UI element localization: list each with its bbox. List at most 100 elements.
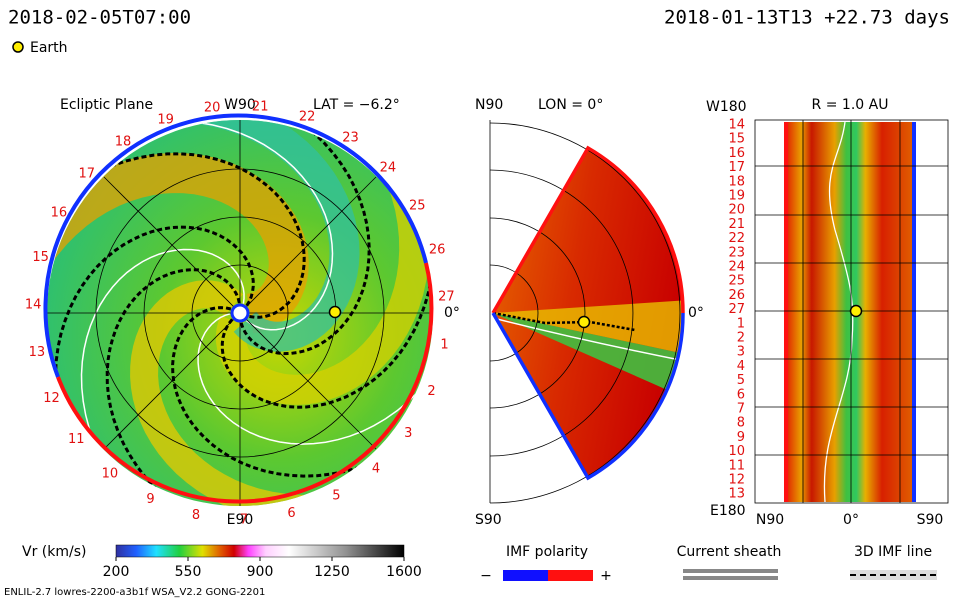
earth-marker — [849, 304, 863, 318]
speed-band — [47, 152, 309, 410]
model-time: 2018-02-05T07:00 — [8, 7, 191, 29]
strip-sheath — [823, 121, 854, 503]
imf-key-title: IMF polarity — [506, 544, 588, 560]
footer: ENLIL-2.7 lowres-2200-a3b1f WSA_V2.2 GON… — [4, 587, 265, 598]
row-label: 25 — [728, 274, 745, 289]
ring-label: 12 — [43, 391, 60, 406]
row-label: 23 — [728, 245, 745, 260]
sheath-key-title: Current sheath — [677, 544, 782, 560]
row-label: 13 — [728, 487, 745, 502]
row-label: 11 — [728, 458, 745, 473]
ecliptic-right: 0° — [444, 305, 460, 321]
ring-label: 26 — [429, 242, 446, 257]
ecliptic-title: Ecliptic Plane — [60, 97, 153, 113]
ring-label: 8 — [192, 508, 200, 523]
row-label: 8 — [737, 416, 745, 431]
ecliptic-bottom: E90 — [227, 512, 254, 528]
sheath-line — [683, 569, 778, 573]
ring-label: 9 — [146, 492, 154, 507]
meridional-grid — [489, 120, 681, 504]
row-label: 17 — [728, 160, 745, 175]
ring-label: 15 — [32, 250, 49, 265]
ring-label: 7 — [240, 512, 248, 527]
sheath-line — [197, 184, 433, 445]
meridional-top: N90 — [475, 97, 503, 113]
meridional-lon: LON = 0° — [538, 97, 603, 113]
ecliptic-field — [47, 120, 433, 506]
earth-marker — [328, 305, 342, 319]
strip-x-label: S90 — [917, 512, 944, 528]
sheath-line — [683, 576, 778, 580]
colorbar-tick-label: 1600 — [386, 564, 422, 580]
row-label: 22 — [728, 231, 745, 246]
ring-label: 16 — [51, 205, 68, 220]
strip-x-label: N90 — [756, 512, 784, 528]
meridional-boundary-blue — [491, 312, 685, 481]
imf-positive — [548, 570, 593, 581]
imf-line — [105, 268, 362, 506]
row-label: 21 — [728, 217, 745, 232]
ring-label: 5 — [332, 489, 340, 504]
ring-label: 14 — [25, 297, 42, 312]
ecliptic-grid — [47, 120, 433, 506]
imf-line — [105, 120, 371, 356]
ring-label: 23 — [342, 130, 359, 145]
ring-label: 17 — [79, 166, 96, 181]
ring-label: 19 — [157, 112, 174, 127]
row-label: 2 — [737, 331, 745, 346]
row-label: 20 — [728, 203, 745, 218]
earth-icon — [12, 41, 24, 53]
ring-label: 25 — [409, 199, 426, 214]
row-label: 7 — [737, 402, 745, 417]
row-label: 24 — [728, 260, 745, 275]
earth-legend: Earth — [30, 40, 68, 56]
ring-label: 18 — [115, 135, 132, 150]
meridional-field — [493, 148, 684, 478]
colorbar — [115, 544, 405, 558]
meridional-bottom: S90 — [475, 512, 502, 528]
strip-top: W180 — [706, 99, 747, 115]
ring-label: 20 — [204, 100, 221, 115]
ring-label: 22 — [299, 110, 316, 125]
row-label: 14 — [728, 118, 745, 133]
earth-marker — [577, 315, 591, 329]
row-label: 5 — [737, 373, 745, 388]
meridional-right: 0° — [688, 305, 704, 321]
ring-label: 11 — [68, 432, 85, 447]
speed-band — [47, 120, 360, 352]
ring-label: 4 — [372, 462, 380, 477]
ring-label: 1 — [440, 338, 448, 353]
ecliptic-top: W90 — [224, 97, 256, 113]
ring-label: 3 — [404, 426, 412, 441]
row-label: 18 — [728, 174, 745, 189]
row-label: 27 — [728, 302, 745, 317]
colorbar-tick-label: 200 — [103, 564, 130, 580]
colorbar-tick-label: 1250 — [314, 564, 350, 580]
row-label: 26 — [728, 288, 745, 303]
ecliptic-lat: LAT = −6.2° — [313, 97, 400, 113]
imf-minus: − — [480, 568, 492, 584]
row-label: 19 — [728, 189, 745, 204]
ring-label: 24 — [380, 161, 397, 176]
row-label: 12 — [728, 473, 745, 488]
ring-label: 2 — [427, 384, 435, 399]
row-label: 15 — [728, 132, 745, 147]
ring-label: 6 — [287, 506, 295, 521]
row-label: 9 — [737, 430, 745, 445]
sun — [230, 303, 250, 323]
ring-label: 13 — [29, 345, 46, 360]
ring-label: 27 — [438, 290, 455, 305]
row-label: 16 — [728, 146, 745, 161]
colorbar-label: Vr (km/s) — [22, 544, 86, 560]
row-label: 3 — [737, 345, 745, 360]
row-label: 4 — [737, 359, 745, 374]
strip-radius: R = 1.0 AU — [812, 97, 889, 113]
row-label: 6 — [737, 387, 745, 402]
ring-label: 10 — [102, 467, 119, 482]
meridional-boundary-red — [491, 145, 685, 314]
row-label: 1 — [737, 316, 745, 331]
imf-negative — [503, 570, 548, 581]
strip-x-label: 0° — [843, 512, 859, 528]
imf-line-key-title: 3D IMF line — [854, 544, 932, 560]
